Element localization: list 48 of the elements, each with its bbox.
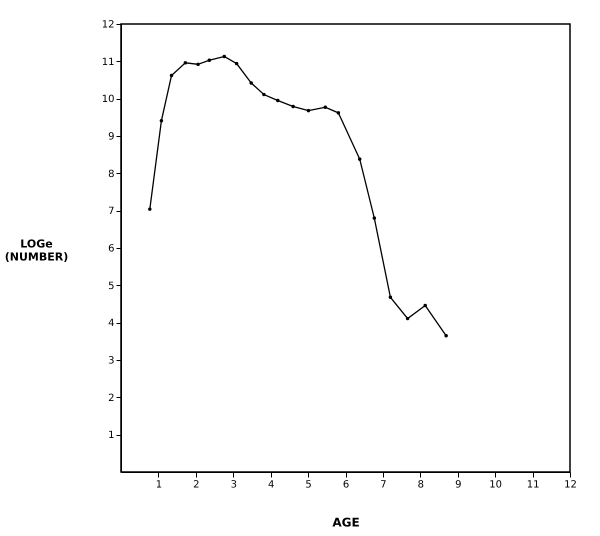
line-series (148, 54, 448, 338)
point (262, 92, 266, 96)
x-tick-label: 9 (455, 480, 462, 490)
x-tick-label: 1 (156, 480, 162, 490)
point (306, 108, 310, 112)
x-tick-label: 3 (230, 480, 237, 490)
point (291, 104, 295, 108)
y-tick-label: 5 (108, 280, 114, 292)
y-tick-label: 11 (102, 56, 114, 68)
point (234, 62, 238, 66)
point (208, 58, 212, 62)
y-tick-label: 2 (108, 392, 114, 404)
point (196, 62, 200, 66)
x-tick-label: 6 (342, 480, 350, 490)
point (388, 296, 392, 300)
y-tick-label: 10 (102, 94, 114, 106)
point (358, 157, 362, 161)
y-tick-label: 9 (108, 132, 114, 142)
point (160, 118, 164, 122)
x-tick-label: 10 (489, 480, 502, 490)
point (170, 74, 174, 78)
y-tick-label: 4 (108, 318, 114, 330)
point (222, 54, 226, 58)
point (276, 98, 280, 102)
y-axis-title: LOGe (NUMBER) (4, 238, 68, 264)
point (423, 304, 427, 308)
y-tick-label: 3 (108, 356, 114, 366)
x-tick-label: 7 (380, 480, 387, 490)
x-tick-label: 5 (305, 480, 312, 490)
x-tick-label: 12 (564, 480, 577, 490)
y-tick-label: 1 (108, 430, 114, 442)
point (336, 111, 340, 115)
point (148, 207, 152, 211)
y-tick-label: 6 (108, 244, 114, 254)
x-axis-title: AGE (332, 516, 360, 530)
point (249, 81, 253, 85)
point (372, 216, 376, 220)
x-tick-label: 11 (526, 480, 540, 490)
x-tick-label: 8 (418, 480, 424, 490)
y-tick-label: 12 (102, 20, 114, 30)
point (324, 106, 328, 109)
y-tick-label: 8 (108, 168, 114, 180)
point (406, 316, 410, 320)
x-tick-label: 4 (268, 480, 274, 490)
y-tick-label: 7 (108, 206, 114, 218)
point (444, 334, 448, 338)
point (184, 61, 188, 65)
x-tick-label: 2 (193, 480, 200, 490)
